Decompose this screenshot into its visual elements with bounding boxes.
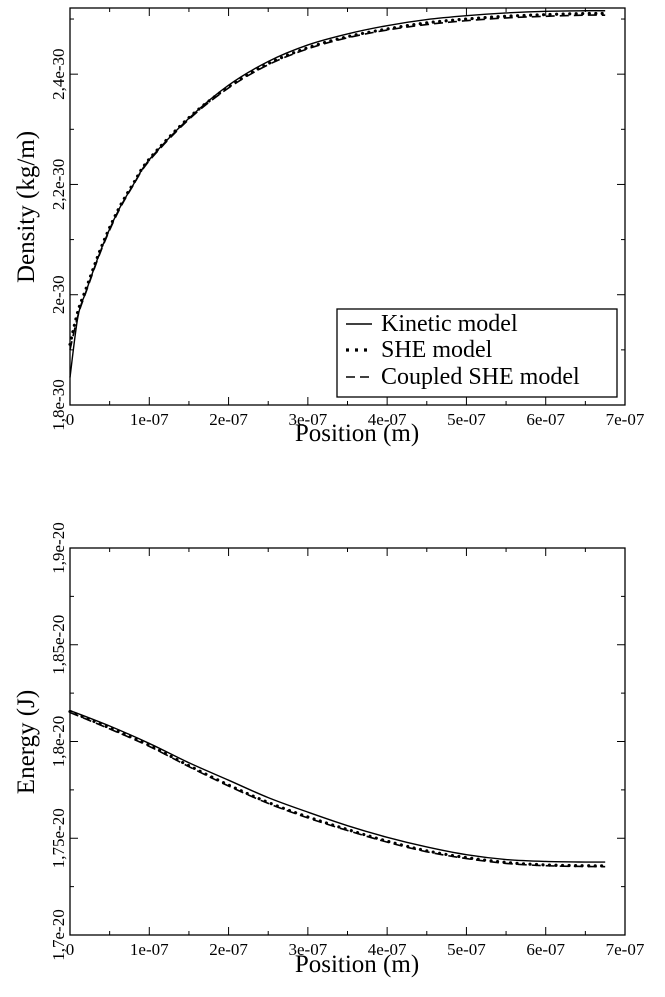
density-x-axis-title: Position (m) <box>295 420 419 447</box>
density-x-tick-label: 7e-07 <box>606 410 645 429</box>
legend-frame <box>336 308 618 398</box>
legend-label-she: SHE model <box>381 337 493 363</box>
density-x-tick-label: 3e-07 <box>288 410 327 429</box>
density-ticks: 0 1e-07 2e-07 3e-07 4e-07 5e-07 6e-07 7e-07 1,8e… <box>49 8 645 431</box>
energy-y-axis-title: Energy (J) <box>13 690 40 794</box>
energy-series-solid <box>69 709 606 863</box>
density-y-tick-label: 2,4e-30 <box>49 48 68 99</box>
legend-label-coupled: Coupled SHE model <box>381 364 580 390</box>
energy-series-dashed <box>69 711 606 868</box>
energy-x-tick-label: 6e-07 <box>526 940 565 959</box>
energy-y-tick-label: 1,75e-20 <box>49 808 68 868</box>
energy-x-axis-title: Position (m) <box>295 951 419 978</box>
energy-x-tick-label: 0 <box>66 940 75 959</box>
energy-x-tick-label: 2e-07 <box>209 940 248 959</box>
density-x-tick-label: 1e-07 <box>130 410 169 429</box>
energy-y-tick-label: 1,85e-20 <box>49 615 68 675</box>
energy-x-tick-label: 5e-07 <box>447 940 486 959</box>
density-y-axis-title: Density (kg/m) <box>13 131 40 283</box>
density-chart: 0 1e-07 2e-07 3e-07 4e-07 5e-07 6e-07 7e-07 1,8e… <box>13 7 645 447</box>
energy-x-tick-label: 4e-07 <box>368 940 407 959</box>
density-x-tick-label: 6e-07 <box>526 410 565 429</box>
energy-x-tick-label: 7e-07 <box>606 940 645 959</box>
energy-ticks: 0 1e-07 2e-07 3e-07 4e-07 5e-07 6e-07 7e-07 1,7e… <box>49 522 645 960</box>
density-series-dashed <box>69 14 606 351</box>
energy-y-tick-label: 1,8e-20 <box>49 716 68 767</box>
energy-series-dotted <box>68 709 607 868</box>
energy-series <box>68 709 607 868</box>
legend-label-kinetic: Kinetic model <box>381 311 518 337</box>
energy-plot-frame <box>69 547 626 936</box>
energy-chart: 0 1e-07 2e-07 3e-07 4e-07 5e-07 6e-07 7e-07 1,7e… <box>13 522 645 978</box>
density-x-tick-label: 0 <box>66 410 75 429</box>
energy-y-tick-label: 1,9e-20 <box>49 522 68 573</box>
density-y-tick-label: 1,8e-30 <box>49 379 68 430</box>
density-y-tick-label: 2,2e-30 <box>49 159 68 210</box>
density-y-tick-label: 2e-30 <box>49 275 68 314</box>
density-legend: Kinetic model SHE model Coupled SHE mode… <box>336 308 618 398</box>
density-series <box>68 10 607 378</box>
density-x-tick-label: 4e-07 <box>368 410 407 429</box>
energy-x-tick-label: 1e-07 <box>130 940 169 959</box>
energy-y-tick-label: 1,7e-20 <box>49 909 68 960</box>
density-x-tick-label: 2e-07 <box>209 410 248 429</box>
density-series-dotted <box>68 11 607 346</box>
density-x-tick-label: 5e-07 <box>447 410 486 429</box>
energy-x-tick-label: 3e-07 <box>288 940 327 959</box>
